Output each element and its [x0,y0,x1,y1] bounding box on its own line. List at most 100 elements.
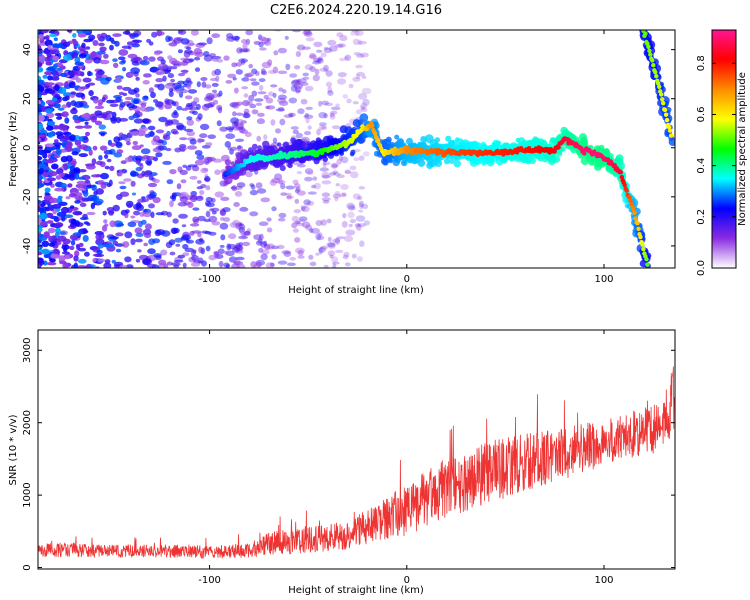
spectrogram-noise-blob [56,116,63,120]
spectrogram-noise-blob [251,109,259,115]
spectrogram-noise-blob [355,215,366,222]
spectrogram-noise-blob [316,128,321,136]
spectrogram-noise-blob [295,186,301,192]
spectrogram-noise-blob [326,242,336,248]
spectrogram-noise-blob [258,41,264,48]
spectrogram-noise-blob [45,159,54,164]
spectrogram-noise-blob [62,131,72,136]
secondary-ridge-core [660,97,665,102]
spectrogram-noise-blob [149,130,154,137]
spectrogram-noise-blob [285,192,292,196]
spectrogram-noise-blob [90,115,97,123]
y-tick-label: 2000 [22,410,33,435]
spectrogram-noise-blob [83,265,93,268]
spectrogram-noise-blob [52,72,60,78]
spectrogram-noise-blob [38,243,41,250]
spectrogram-noise-blob [165,99,175,105]
spectrogram-noise-blob [128,89,137,95]
spectrogram-noise-blob [142,55,149,61]
spectrogram-noise-blob [227,73,237,79]
spectrogram-noise-blob [76,180,86,185]
secondary-ridge-halo [659,81,664,87]
signal-ridge-halo [313,158,320,165]
spectrogram-noise-blob [151,31,158,38]
spectrogram-noise-blob [201,81,207,88]
spectrogram-noise-blob [92,258,97,263]
spectrogram-noise-blob [197,42,208,46]
spectrogram-noise-blob [154,101,164,108]
spectrogram-noise-blob [245,30,254,36]
spectrogram-noise-blob [323,47,333,54]
spectrogram-noise-blob [148,238,156,245]
spectrogram-noise-blob [223,55,230,61]
spectrogram-noise-blob [139,60,150,66]
spectrogram-noise-blob [361,87,372,95]
spectrogram-noise-blob [327,39,337,46]
signal-ridge-core [556,145,561,150]
spectrogram-noise-blob [289,73,298,78]
spectrogram-noise-blob [83,50,89,55]
spectrogram-noise-blob [46,220,54,224]
spectrogram-noise-blob [362,98,370,106]
spectrogram-noise-blob [48,34,58,37]
spectrogram-noise-blob [207,134,216,139]
spectrogram-noise-blob [211,207,220,212]
spectrogram-noise-blob [323,264,329,268]
spectrogram-noise-blob [235,138,245,142]
spectrogram-noise-blob [54,187,65,192]
spectrogram-noise-blob [297,108,305,115]
spectrogram-noise-blob [295,85,302,93]
spectrogram-noise-blob [327,242,336,249]
spectrogram-noise-blob [312,176,318,181]
spectrogram-noise-blob [173,259,184,263]
spectrogram-noise-blob [73,167,81,174]
spectrogram-noise-blob [169,251,176,256]
spectrogram-noise-blob [78,32,87,38]
spectrogram-noise-blob [74,200,81,204]
spectrogram-noise-blob [336,236,345,240]
spectrogram-noise-blob [248,63,253,69]
spectrogram-noise-blob [162,134,171,141]
spectrogram-noise-blob [148,87,154,94]
spectrogram-noise-blob [61,182,67,189]
spectrogram-noise-blob [155,212,165,216]
signal-ridge-core [641,246,646,252]
spectrogram-noise-blob [300,205,308,209]
secondary-ridge-core [657,84,662,90]
spectrogram-noise-blob [146,160,152,166]
spectrogram-noise-blob [305,117,310,124]
spectrogram-noise-blob [200,77,208,81]
spectrogram-noise-blob [160,59,166,65]
signal-ridge-halo [372,121,380,130]
spectrogram-noise-blob [318,125,325,131]
spectrogram-noise-blob [355,64,363,69]
spectrogram-noise-blob [184,95,193,100]
spectrogram-noise-blob [339,35,348,42]
spectrogram-noise-blob [58,201,68,206]
spectrogram-noise-blob [142,258,152,266]
spectrogram-noise-blob [214,169,221,175]
secondary-ridge-core [659,92,664,97]
spectrogram-noise-blob [92,40,99,46]
secondary-ridge-halo [665,107,672,113]
spectrogram-noise-blob [338,155,343,161]
spectrogram-noise-blob [334,237,340,245]
spectrogram-noise-blob [243,93,249,98]
spectrogram-noise-blob [326,218,332,224]
spectrogram-noise-blob [362,151,370,157]
spectrogram-noise-blob [53,154,61,159]
spectrogram-noise-blob [300,98,308,105]
spectrogram-noise-blob [38,156,43,161]
spectrogram-noise-blob [47,132,54,138]
spectrogram-noise-blob [300,206,306,211]
spectrogram-noise-blob [134,227,143,234]
spectrogram-noise-blob [52,203,62,209]
spectrogram-noise-blob [223,217,231,222]
spectrogram-noise-blob [316,235,325,241]
spectrogram-noise-blob [39,167,44,175]
signal-ridge-halo [322,156,329,162]
colorbar-frame [711,29,737,269]
spectrogram-noise-blob [84,251,90,257]
spectrogram-noise-blob [48,171,58,177]
spectrogram-noise-blob [234,191,243,197]
